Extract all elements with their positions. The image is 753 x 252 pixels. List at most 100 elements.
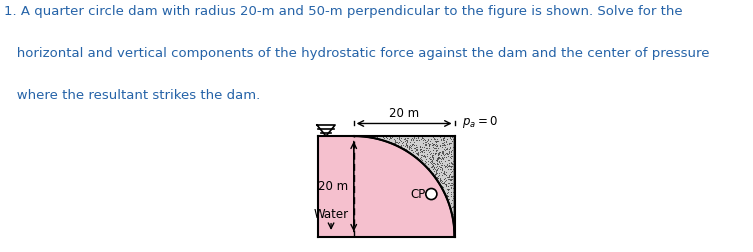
Point [441,151,453,155]
Point [442,177,454,181]
Point [429,172,441,176]
Point [441,162,453,166]
Point [447,172,459,176]
Point [449,167,461,171]
Point [431,176,444,180]
Point [410,146,422,150]
Point [426,158,438,162]
Point [427,135,439,139]
Point [441,137,453,141]
Point [419,142,431,146]
Point [400,147,412,151]
Point [419,146,431,150]
Point [408,143,420,147]
Point [440,151,452,155]
Point [448,185,460,189]
Point [398,137,410,141]
Point [436,151,448,155]
Point [434,178,446,182]
Point [437,151,449,155]
Point [421,152,433,156]
Point [444,177,456,181]
Point [444,172,456,176]
Point [438,142,450,146]
Point [434,156,446,161]
Point [410,151,422,155]
Point [413,145,425,149]
Point [428,161,440,165]
Point [436,149,448,153]
Point [401,144,413,148]
Point [415,137,427,141]
Point [404,144,416,148]
Point [445,191,457,195]
Point [420,148,432,152]
Point [381,136,393,140]
Point [438,180,450,184]
Point [433,151,445,155]
Point [415,152,427,156]
Point [436,141,448,145]
Point [405,138,417,142]
Point [437,136,450,140]
Point [426,154,438,158]
Point [448,180,460,184]
Point [436,154,448,159]
Point [398,140,410,144]
Point [392,143,404,147]
Point [447,205,459,209]
Point [416,153,428,157]
Point [399,139,411,143]
Point [432,151,444,155]
Point [444,136,456,140]
Point [443,142,455,146]
Point [424,155,436,159]
Point [414,144,426,148]
Point [434,176,446,180]
Point [429,167,441,171]
Point [445,152,457,156]
Point [447,215,459,219]
Point [422,159,434,163]
Point [442,175,454,179]
Point [431,165,443,169]
Point [447,182,459,186]
Point [447,162,459,166]
Polygon shape [319,136,455,237]
Point [415,156,427,161]
Point [446,183,458,187]
Point [443,174,455,178]
Point [402,136,414,140]
Point [431,164,443,168]
Point [436,181,448,185]
Point [436,145,448,149]
Point [400,143,412,147]
Point [418,134,430,138]
Text: horizontal and vertical components of the hydrostatic force against the dam and : horizontal and vertical components of th… [4,47,709,60]
Point [424,158,436,162]
Point [438,140,450,144]
Point [426,158,438,162]
Point [447,138,459,142]
Point [422,162,434,166]
Point [444,135,456,139]
Point [432,162,444,166]
Text: CP: CP [410,187,425,201]
Point [401,140,413,144]
Point [447,162,459,166]
Point [415,146,427,150]
Point [447,167,459,171]
Point [428,136,441,140]
Point [448,164,460,168]
Point [392,140,404,144]
Point [441,191,453,195]
Point [420,140,432,144]
Point [447,174,459,178]
Point [403,150,415,154]
Point [379,134,391,138]
Point [440,155,452,159]
Point [425,155,437,159]
Point [426,147,438,151]
Point [428,142,441,146]
Point [439,179,451,183]
